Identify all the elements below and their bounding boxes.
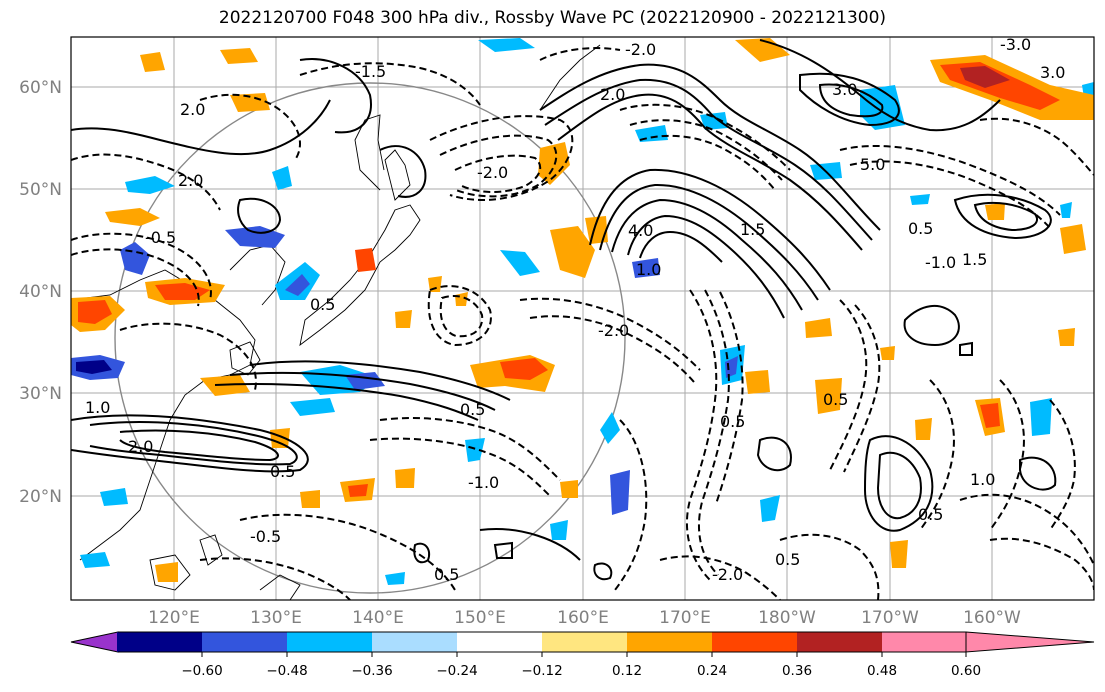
contour-label: 1.5 [740, 220, 765, 239]
map-title: 2022120700 F048 300 hPa div., Rossby Wav… [218, 8, 887, 28]
colorbar: −0.60 −0.48 −0.36 −0.24 −0.12 0.12 0.24 … [70, 631, 1095, 679]
colorbar-tick-label: −0.48 [266, 663, 307, 679]
contour-label: 0.5 [918, 505, 943, 524]
contours-positive [71, 39, 1057, 581]
colorbar-ticks [201, 652, 967, 657]
lon-label: 170°E [659, 608, 711, 628]
contour-label: 0.5 [775, 550, 800, 569]
lon-label: 130°E [250, 608, 302, 628]
colorbar-segment [202, 632, 288, 652]
map-content: -1.5 -2.0 4.0 3.0 -3.0 0.5 -1.0 0.5 2.0 … [71, 35, 1094, 600]
contour-label: 5.0 [860, 155, 885, 174]
colorbar-segment [542, 632, 628, 652]
contour-label: -1.5 [355, 62, 386, 81]
gridlines [71, 37, 1094, 600]
lon-label: 160°E [557, 608, 609, 628]
colorbar-tick-label: 0.36 [782, 663, 812, 679]
shading-positive [71, 38, 1094, 582]
colorbar-tick-label: 0.24 [697, 663, 727, 679]
lat-label: 20°N [19, 487, 62, 507]
contour-label: 0.5 [270, 462, 295, 481]
colorbar-tick-label: 0.12 [612, 663, 642, 679]
colorbar-tick-label: −0.36 [351, 663, 392, 679]
contour-label: 0.5 [908, 219, 933, 238]
colorbar-segment [457, 632, 543, 652]
colorbar-tick-label: −0.60 [181, 663, 222, 679]
lon-label: 140°E [352, 608, 404, 628]
colorbar-tick-label: 0.48 [867, 663, 897, 679]
contour-label: 0.5 [460, 400, 485, 419]
contour-label: -1.0 [468, 473, 499, 492]
colorbar-extend-min [70, 631, 119, 653]
colorbar-segment [287, 632, 373, 652]
lon-axis: 120°E 130°E 140°E 150°E 160°E 170°E 180°… [148, 608, 1021, 628]
contour-label: 2.0 [600, 85, 625, 104]
lat-axis: 60°N 50°N 40°N 30°N 20°N [19, 78, 62, 507]
region-circle [114, 82, 626, 594]
lat-label: 60°N [19, 78, 62, 98]
colorbar-tick-label: −0.24 [436, 663, 477, 679]
contour-label: -2.0 [712, 565, 743, 584]
contour-label: 3.0 [1040, 63, 1065, 82]
lon-label: 150°E [454, 608, 506, 628]
contour-label: 1.0 [85, 398, 110, 417]
lat-label: 30°N [19, 384, 62, 404]
contour-label: -2.0 [625, 40, 656, 59]
contour-label: 0.5 [720, 412, 745, 431]
lat-label: 40°N [19, 282, 62, 302]
lon-label: 180°W [758, 608, 816, 628]
colorbar-segment [627, 632, 713, 652]
colorbar-segment [882, 632, 968, 652]
contours-negative [71, 47, 1094, 600]
lon-label: 120°E [148, 608, 200, 628]
contour-label: -2.0 [477, 163, 508, 182]
contour-label: -2.0 [598, 321, 629, 340]
contour-label: 1.0 [636, 260, 661, 279]
colorbar-segment [372, 632, 458, 652]
contour-label: 2.0 [178, 171, 203, 190]
map-frame [70, 36, 1095, 601]
contour-label: 0.5 [434, 565, 459, 584]
contour-label: 0.5 [310, 295, 335, 314]
lat-label: 50°N [19, 180, 62, 200]
contour-label: 0.5 [823, 390, 848, 409]
contour-label: -3.0 [1000, 35, 1031, 54]
colorbar-tick-label: 0.60 [951, 663, 981, 679]
contour-label: -1.0 [925, 253, 956, 272]
contour-label: -0.5 [250, 527, 281, 546]
contour-label: 4.0 [628, 221, 653, 240]
colorbar-segment [117, 632, 203, 652]
contour-label: 3.0 [832, 80, 857, 99]
colorbar-segment [797, 632, 883, 652]
contour-label: 1.0 [970, 470, 995, 489]
contour-label: -0.5 [145, 228, 176, 247]
contour-label: 2.0 [180, 100, 205, 119]
colorbar-segment [712, 632, 798, 652]
colorbar-tick-label: −0.12 [521, 663, 562, 679]
contour-labels: -1.5 -2.0 4.0 3.0 -3.0 0.5 -1.0 0.5 2.0 … [85, 35, 1065, 584]
colorbar-extend-max [965, 631, 1095, 653]
lon-label: 170°W [861, 608, 919, 628]
contour-label: 2.0 [128, 437, 153, 456]
lon-label: 160°W [963, 608, 1021, 628]
contour-label: 1.5 [962, 250, 987, 269]
